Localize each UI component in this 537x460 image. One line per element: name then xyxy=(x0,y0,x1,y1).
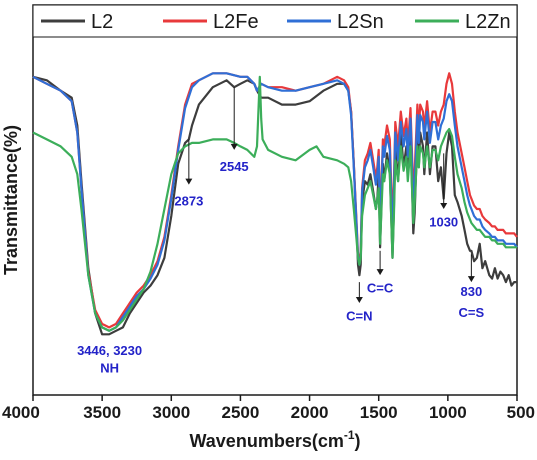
series-line-l2zn xyxy=(32,75,517,332)
x-tick-label-4000: 4000 xyxy=(2,403,40,422)
annotation-arrowhead-7 xyxy=(467,276,475,283)
legend-label-l2zn: L2Zn xyxy=(465,11,511,33)
x-tick-label-2000: 2000 xyxy=(291,403,329,422)
annotation-arrowhead-3 xyxy=(230,143,238,150)
y-axis-title: Transmittance(%) xyxy=(1,125,21,275)
series-layer xyxy=(32,72,518,336)
annotation-layer: 3446, 3230 NH 2873 2545 C=N C=C 1030 830 C=S xyxy=(77,87,485,376)
annotation-arrowhead-5 xyxy=(376,269,384,276)
x-axis-title: Wavenumbers(cm-1) xyxy=(189,428,360,451)
x-axis-title-sup: -1 xyxy=(344,428,355,442)
x-axis-title-suffix: ) xyxy=(355,431,361,451)
x-axis: 4000 3500 3000 2500 2000 1500 1000 500 xyxy=(2,395,535,422)
annotation-label-8: C=S xyxy=(459,305,485,320)
annotation-arrowhead-2 xyxy=(185,178,193,185)
annotation-arrowhead-6 xyxy=(440,203,448,210)
annotation-label-6: 1030 xyxy=(429,214,458,229)
x-axis-title-main: Wavenumbers(cm xyxy=(189,431,343,451)
x-tick-label-500: 500 xyxy=(507,403,535,422)
legend-label-l2fe: L2Fe xyxy=(213,11,259,33)
legend-label-l2sn: L2Sn xyxy=(337,11,384,33)
x-tick-label-2500: 2500 xyxy=(222,403,260,422)
plot-frame xyxy=(32,4,518,396)
x-tick-label-3000: 3000 xyxy=(152,403,190,422)
annotation-label-7: 830 xyxy=(461,284,483,299)
annotation-label-5: C=C xyxy=(367,281,394,296)
x-tick-label-1000: 1000 xyxy=(429,403,467,422)
annotation-label-2: 2873 xyxy=(174,194,203,209)
x-tick-label-1500: 1500 xyxy=(360,403,398,422)
annotation-label-1: NH xyxy=(100,361,119,376)
annotation-label-4: C=N xyxy=(346,308,372,323)
legend-label-l2: L2 xyxy=(91,11,113,33)
annotation-arrowhead-4 xyxy=(355,297,363,303)
annotation-label-0: 3446, 3230 xyxy=(77,343,142,358)
annotation-label-3: 2545 xyxy=(220,159,249,174)
series-line-l2 xyxy=(32,75,517,336)
legend: L2 L2Fe L2Sn L2Zn xyxy=(32,4,518,38)
series-line-l2sn xyxy=(32,72,518,332)
x-tick-label-3500: 3500 xyxy=(83,403,121,422)
